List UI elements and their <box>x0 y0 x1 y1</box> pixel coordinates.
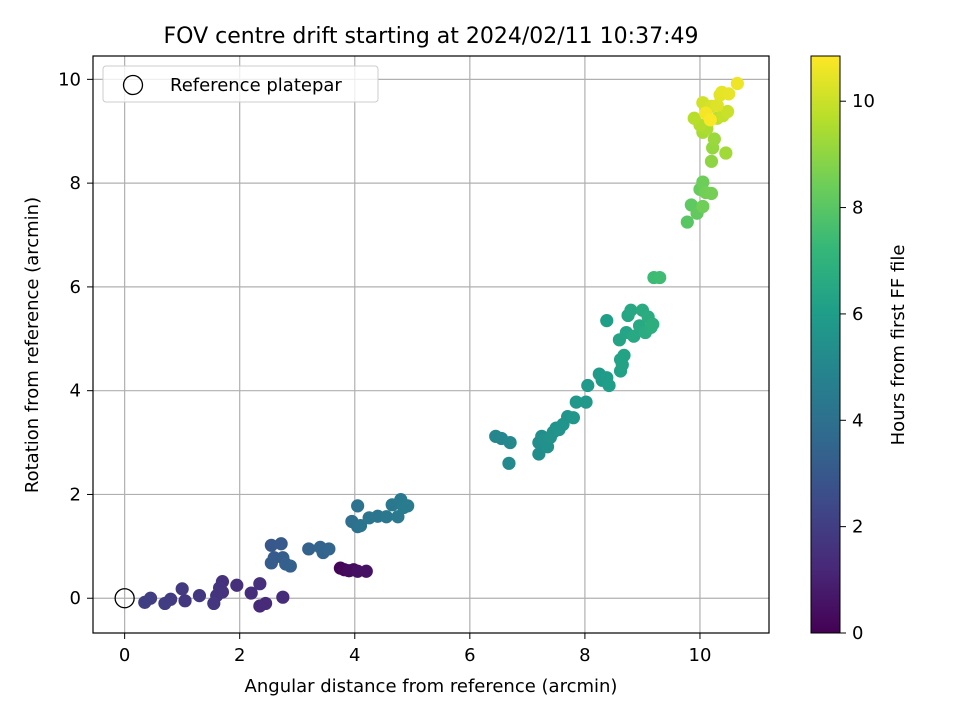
data-point <box>264 556 278 570</box>
data-point <box>617 348 631 362</box>
y-tick-label: 6 <box>70 277 81 298</box>
data-point <box>401 499 415 513</box>
data-point <box>138 595 152 609</box>
data-point <box>722 87 736 101</box>
y-tick-label: 4 <box>70 381 81 402</box>
legend-label-reference: Reference platepar <box>170 75 342 96</box>
data-point <box>502 456 516 470</box>
colorbar <box>810 55 841 634</box>
data-point <box>274 537 288 551</box>
data-point <box>627 329 641 343</box>
data-point <box>207 596 221 611</box>
data-point <box>322 542 336 556</box>
colorbar-tick-label: 10 <box>852 91 875 112</box>
x-tick-label: 4 <box>349 645 360 666</box>
data-point <box>707 132 721 146</box>
data-point <box>602 378 616 393</box>
data-point <box>215 585 230 599</box>
data-point <box>710 98 724 112</box>
x-tick-label: 6 <box>464 645 475 666</box>
y-axis-ticks: 0 2 4 6 8 10 <box>58 69 93 609</box>
x-tick-label: 0 <box>119 645 130 666</box>
data-point <box>600 314 614 328</box>
data-point <box>646 317 660 331</box>
reference-platepar-marker <box>114 588 135 609</box>
y-tick-label: 8 <box>70 173 81 194</box>
data-point <box>379 510 394 524</box>
data-point <box>230 578 244 592</box>
data-point <box>264 538 278 552</box>
data-point <box>503 435 517 450</box>
legend-marker-reference <box>122 74 144 96</box>
plot-frame <box>92 55 770 634</box>
data-point <box>719 146 733 160</box>
x-tick-label: 8 <box>579 645 590 666</box>
data-point <box>703 113 717 127</box>
grid-lines <box>93 56 769 633</box>
x-axis-ticks: 0 2 4 6 8 10 <box>119 633 711 666</box>
data-point <box>359 564 373 578</box>
data-point <box>244 586 258 600</box>
x-tick-label: 10 <box>689 645 712 666</box>
scatter-points <box>114 76 744 613</box>
legend: Reference platepar <box>102 65 379 103</box>
colorbar-tick-label: 4 <box>852 410 863 431</box>
data-point <box>175 582 189 596</box>
y-tick-label: 0 <box>70 588 81 609</box>
y-axis-label: Rotation from reference (arcmin) <box>22 197 43 493</box>
data-point <box>302 542 316 556</box>
x-tick-label: 2 <box>234 645 245 666</box>
data-point <box>276 590 290 604</box>
data-point <box>680 215 694 229</box>
data-point <box>178 594 192 608</box>
data-point <box>566 411 580 425</box>
data-point <box>283 559 297 573</box>
data-point <box>653 270 667 285</box>
data-point <box>351 499 365 513</box>
y-tick-label: 2 <box>70 484 81 505</box>
data-point <box>579 395 593 409</box>
data-point <box>532 447 546 461</box>
data-point <box>687 111 701 125</box>
data-point <box>696 175 710 189</box>
data-point <box>704 154 719 168</box>
data-point <box>258 596 273 611</box>
colorbar-tick-label: 0 <box>852 623 863 644</box>
colorbar-tick-label: 8 <box>852 198 863 219</box>
data-point <box>192 589 207 603</box>
colorbar-tick-label: 6 <box>852 304 863 325</box>
data-point <box>696 199 710 214</box>
data-point <box>253 577 267 591</box>
data-point <box>624 303 638 317</box>
data-point <box>704 186 719 201</box>
x-axis-label: Angular distance from reference (arcmin) <box>245 676 618 697</box>
y-tick-label: 10 <box>58 69 81 90</box>
data-point <box>730 76 744 91</box>
chart-title: FOV centre drift starting at 2024/02/11 … <box>164 24 699 49</box>
colorbar-tick-label: 2 <box>852 517 863 538</box>
data-point <box>569 395 583 409</box>
data-point <box>581 378 595 393</box>
legend-box <box>102 65 379 103</box>
colorbar-ticks: 0 2 4 6 8 10 <box>840 91 875 644</box>
colorbar-label: Hours from first FF file <box>888 245 909 446</box>
data-point <box>353 518 368 533</box>
data-point <box>720 104 735 119</box>
data-point <box>158 596 172 611</box>
